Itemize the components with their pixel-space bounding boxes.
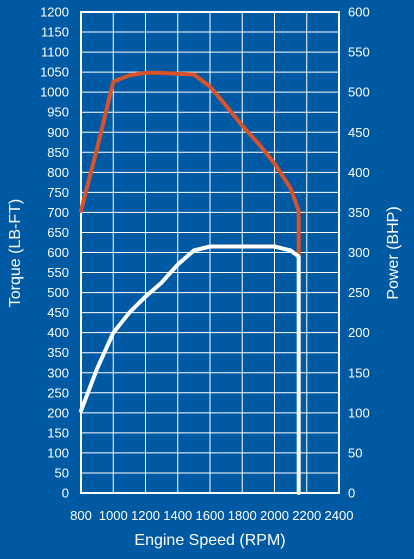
y-left-tick-label: 1050	[40, 65, 69, 80]
torque-curve-line	[79, 244, 301, 495]
y-left-tick-label: 950	[47, 105, 69, 120]
y-right-tick-label: 50	[348, 445, 362, 460]
y-left-tick-label: 700	[47, 205, 69, 220]
x-tick-label: 1400	[163, 508, 192, 523]
x-axis-title: Engine Speed (RPM)	[134, 532, 285, 549]
y-left-tick-label: 500	[47, 285, 69, 300]
y-axis-right-title: Power (BHP)	[385, 206, 402, 299]
y-right-tick-label: 400	[348, 165, 370, 180]
y-left-tick-label: 100	[47, 445, 69, 460]
y-right-tick-label: 0	[348, 486, 355, 501]
y-left-tick-label: 50	[55, 465, 69, 480]
y-left-tick-label: 550	[47, 265, 69, 280]
tick-labels: 800 1000 1200 1400 1600 1800 2000 2200 240005010…	[40, 5, 370, 524]
grid	[81, 12, 339, 493]
y-right-tick-label: 500	[348, 85, 370, 100]
y-right-tick-label: 450	[348, 125, 370, 140]
y-left-tick-label: 850	[47, 145, 69, 160]
y-right-tick-label: 600	[348, 5, 370, 20]
y-left-tick-label: 200	[47, 405, 69, 420]
y-left-tick-label: 150	[47, 425, 69, 440]
y-right-tick-label: 100	[348, 405, 370, 420]
y-right-tick-label: 350	[348, 205, 370, 220]
y-right-tick-label: 250	[348, 285, 370, 300]
x-tick-label: 1600	[196, 508, 225, 523]
y-right-tick-label: 200	[348, 325, 370, 340]
x-tick-label: 1200	[131, 508, 160, 523]
y-right-tick-label: 150	[348, 365, 370, 380]
y-right-tick-label: 550	[348, 45, 370, 60]
x-tick-label: 2400	[325, 508, 354, 523]
x-tick-label: 1000	[99, 508, 128, 523]
y-left-tick-label: 1200	[40, 5, 69, 20]
y-left-tick-label: 0	[62, 486, 69, 501]
y-left-tick-label: 1000	[40, 85, 69, 100]
x-tick-label: 1800	[228, 508, 257, 523]
x-tick-label: 800	[70, 508, 92, 523]
x-tick-label: 2000	[260, 508, 289, 523]
y-axis-left-title: Torque (LB-FT)	[7, 199, 24, 307]
y-left-tick-label: 900	[47, 125, 69, 140]
x-tick-label: 2200	[292, 508, 321, 523]
y-left-tick-label: 450	[47, 305, 69, 320]
y-right-tick-label: 300	[348, 245, 370, 260]
y-left-tick-label: 1150	[41, 25, 69, 40]
y-left-tick-label: 600	[47, 245, 69, 260]
y-left-tick-label: 750	[47, 185, 69, 200]
power-curve-line	[79, 70, 301, 259]
y-left-tick-label: 250	[47, 385, 69, 400]
y-left-tick-label: 650	[47, 225, 69, 240]
y-left-tick-label: 800	[47, 165, 69, 180]
y-left-tick-label: 300	[47, 365, 69, 380]
y-left-tick-label: 1100	[41, 45, 69, 60]
y-left-tick-label: 400	[47, 325, 69, 340]
y-left-tick-label: 350	[47, 345, 69, 360]
series-lines	[79, 70, 301, 495]
